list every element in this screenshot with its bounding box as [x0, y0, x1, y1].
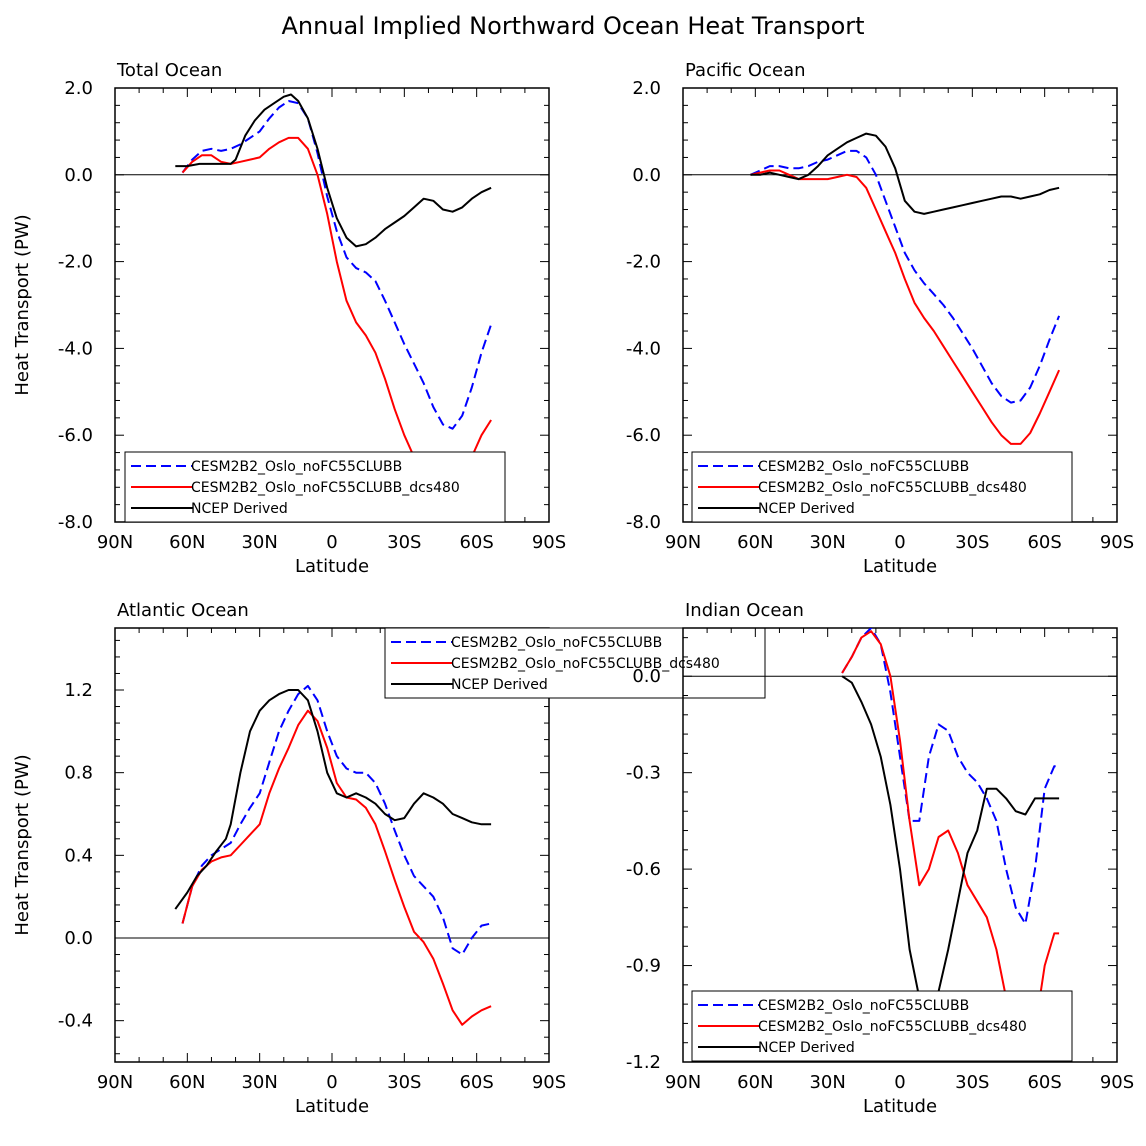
y-tick-label: 2.0 [632, 78, 661, 99]
y-tick-label: -2.0 [626, 252, 661, 273]
series-line-red [750, 169, 1061, 445]
x-axis-label: Latitude [295, 1096, 369, 1117]
x-tick-label: 60S [1027, 532, 1061, 553]
y-tick-label: 1.2 [64, 680, 93, 701]
series-line-black [841, 675, 1060, 1015]
legend-label: CESM2B2_Oslo_noFC55CLUBB_dcs480 [191, 480, 460, 496]
x-tick-label: 60S [1027, 1072, 1061, 1093]
series-line-red [181, 136, 492, 502]
legend: CESM2B2_Oslo_noFC55CLUBB CESM2B2_Oslo_noF… [691, 451, 1073, 523]
y-tick-label: -1.2 [626, 1052, 661, 1073]
plot-frame [114, 627, 550, 1063]
x-tick-label: 60N [737, 532, 773, 553]
x-tick-label: 30S [387, 1072, 421, 1093]
y-tick-label: -6.0 [626, 425, 661, 446]
x-tick-label: 0 [326, 1072, 337, 1093]
y-tick-label: -2.0 [58, 252, 93, 273]
legend-label: CESM2B2_Oslo_noFC55CLUBB [758, 459, 969, 475]
figure-title: Annual Implied Northward Ocean Heat Tran… [281, 12, 864, 40]
legend-label: NCEP Derived [191, 501, 288, 517]
legend-label: CESM2B2_Oslo_noFC55CLUBB [191, 459, 402, 475]
x-tick-label: 60N [169, 532, 205, 553]
plot-frame [682, 627, 1118, 1063]
x-tick-label: 90S [532, 1072, 566, 1093]
y-tick-label: -0.4 [58, 1011, 93, 1032]
y-tick-label: 0.0 [64, 165, 93, 186]
x-tick-label: 60S [459, 1072, 493, 1093]
series-line-red [841, 630, 1060, 1054]
x-tick-label: 90N [665, 1072, 701, 1093]
x-tick-label: 30S [387, 532, 421, 553]
x-axis-label: Latitude [295, 556, 369, 577]
legend-label: CESM2B2_Oslo_noFC55CLUBB [451, 635, 662, 651]
chart-panel-4: 90N 60N 30N 0 30S 60S 90S 0.0 -0.3 -0.6 -0.9 -1.2 In… [626, 600, 1134, 1117]
x-tick-label: 60N [737, 1072, 773, 1093]
y-tick-label: -4.0 [58, 338, 93, 359]
x-tick-label: 90N [97, 532, 133, 553]
y-tick-label: 0.4 [64, 845, 93, 866]
legend: CESM2B2_Oslo_noFC55CLUBB CESM2B2_Oslo_noF… [691, 990, 1073, 1062]
y-tick-label: 2.0 [64, 78, 93, 99]
series-line-red [181, 709, 492, 1026]
y-axis-label: Heat Transport (PW) [12, 754, 33, 935]
x-tick-label: 90S [1100, 532, 1134, 553]
legend-label: CESM2B2_Oslo_noFC55CLUBB_dcs480 [758, 480, 1027, 496]
x-tick-label: 30N [241, 1072, 277, 1093]
x-tick-label: 0 [894, 1072, 905, 1093]
y-tick-label: 0.8 [64, 763, 93, 784]
x-tick-label: 30N [809, 1072, 845, 1093]
x-axis-label: Latitude [863, 556, 937, 577]
x-tick-label: 60S [459, 532, 493, 553]
x-tick-label: 0 [894, 532, 905, 553]
chart-panel-3: 90N 60N 30N 0 30S 60S 90S 1.2 0.8 0.4 0.0 -0.4 Atlan… [12, 600, 766, 1117]
legend-label: NCEP Derived [758, 501, 855, 517]
panel-title: Indian Ocean [685, 600, 804, 621]
x-tick-label: 60N [169, 1072, 205, 1093]
series-line-blue [841, 628, 1060, 925]
legend-label: CESM2B2_Oslo_noFC55CLUBB_dcs480 [451, 656, 720, 672]
series-line-black [750, 132, 1060, 215]
y-tick-label: -0.3 [626, 763, 661, 784]
y-tick-label: -0.6 [626, 859, 661, 880]
x-tick-label: 30N [809, 532, 845, 553]
y-tick-label: 0.0 [64, 928, 93, 949]
series-line-blue [181, 684, 492, 956]
y-tick-label: -8.0 [58, 512, 93, 533]
series-line-blue [181, 100, 493, 430]
legend-label: CESM2B2_Oslo_noFC55CLUBB [758, 998, 969, 1014]
x-axis-label: Latitude [863, 1096, 937, 1117]
y-tick-label: -6.0 [58, 425, 93, 446]
x-tick-label: 90N [665, 532, 701, 553]
panel-title: Total Ocean [116, 60, 222, 81]
chart-panel-2: 90N 60N 30N 0 30S 60S 90S 2.0 0.0 -2.0 -4.0 -6.0 -8.… [626, 60, 1134, 577]
series-line-blue [750, 149, 1061, 404]
chart-panel-1: 90N 60N 30N 0 30S 60S 90S 2.0 0.0 -2.0 -4.0 -6.0 -8.… [12, 60, 566, 577]
y-tick-label: -4.0 [626, 338, 661, 359]
legend-label: NCEP Derived [451, 677, 548, 693]
x-tick-label: 0 [326, 532, 337, 553]
panel-title: Pacific Ocean [685, 60, 806, 81]
y-tick-label: -0.9 [626, 956, 661, 977]
panel-title: Atlantic Ocean [117, 600, 249, 621]
legend: CESM2B2_Oslo_noFC55CLUBB CESM2B2_Oslo_noF… [124, 451, 506, 523]
legend-label: CESM2B2_Oslo_noFC55CLUBB_dcs480 [758, 1019, 1027, 1035]
series-line-black [174, 689, 492, 910]
x-tick-label: 30S [955, 1072, 989, 1093]
x-tick-label: 90S [1100, 1072, 1134, 1093]
legend-label: NCEP Derived [758, 1040, 855, 1056]
x-tick-label: 90S [532, 532, 566, 553]
series-line-black [175, 93, 492, 248]
y-axis-label: Heat Transport (PW) [12, 214, 33, 395]
y-tick-label: 0.0 [632, 666, 661, 687]
legend: CESM2B2_Oslo_noFC55CLUBB CESM2B2_Oslo_noF… [384, 627, 766, 699]
x-tick-label: 90N [97, 1072, 133, 1093]
x-tick-label: 30N [241, 532, 277, 553]
y-tick-label: 0.0 [632, 165, 661, 186]
y-tick-label: -8.0 [626, 512, 661, 533]
x-tick-label: 30S [955, 532, 989, 553]
